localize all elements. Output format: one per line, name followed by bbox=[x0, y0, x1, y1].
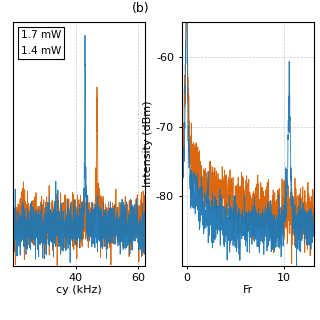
Text: 1.7 mW
1.4 mW: 1.7 mW 1.4 mW bbox=[21, 30, 61, 56]
X-axis label: Fr: Fr bbox=[243, 284, 253, 295]
X-axis label: cy (kHz): cy (kHz) bbox=[56, 284, 102, 295]
Y-axis label: Intensity (dBm): Intensity (dBm) bbox=[143, 101, 153, 187]
Text: (b): (b) bbox=[132, 2, 149, 15]
